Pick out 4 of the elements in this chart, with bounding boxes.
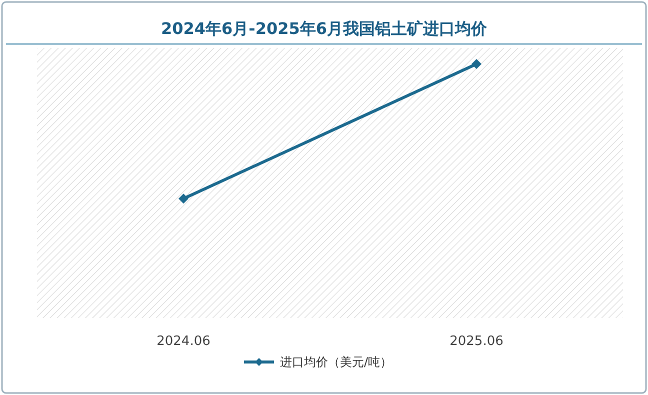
chart-title: 2024年6月-2025年6月我国铝土矿进口均价 [161, 19, 488, 38]
x-tick-label: 2025.06 [450, 334, 504, 349]
legend-label: 进口均价（美元/吨） [280, 355, 392, 369]
x-tick-label: 2024.06 [156, 334, 210, 349]
